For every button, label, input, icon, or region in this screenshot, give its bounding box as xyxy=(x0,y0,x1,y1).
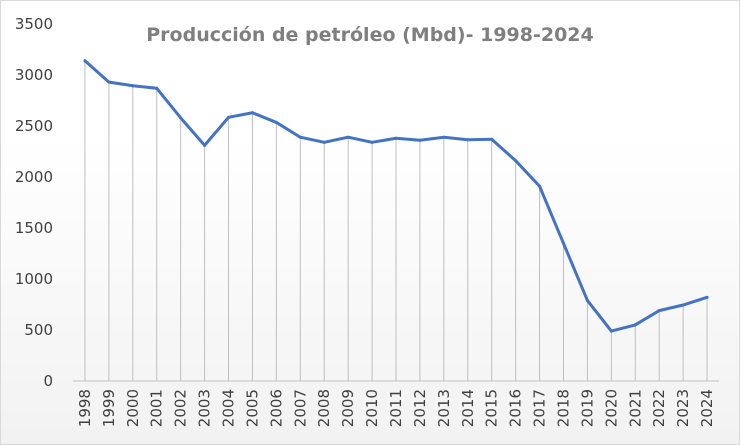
data-point xyxy=(538,184,542,188)
x-tick-label: 2021 xyxy=(626,389,644,427)
drop-lines xyxy=(84,60,708,381)
data-point xyxy=(633,323,637,327)
y-tick-label: 1000 xyxy=(15,270,53,288)
x-tick-label: 2000 xyxy=(124,389,142,427)
x-tick-label: 2006 xyxy=(267,389,285,427)
data-point xyxy=(490,137,494,141)
x-axis: 1998 1999 2000 2001 2002 2003 2004 2005 2006 2007… xyxy=(76,389,716,427)
data-point xyxy=(657,309,661,313)
y-tick-label: 3000 xyxy=(15,66,53,84)
data-point xyxy=(418,138,422,142)
data-point xyxy=(227,115,231,119)
data-point xyxy=(514,159,518,163)
series-group xyxy=(83,59,709,333)
x-tick-label: 2011 xyxy=(387,389,405,427)
data-point xyxy=(322,140,326,144)
data-point xyxy=(131,84,135,88)
data-point xyxy=(274,120,278,124)
x-tick-label: 2012 xyxy=(411,389,429,427)
data-point xyxy=(107,80,111,84)
data-point xyxy=(705,295,709,299)
data-point xyxy=(561,241,565,245)
y-tick-label: 2000 xyxy=(15,168,53,186)
x-tick-label: 2010 xyxy=(363,389,381,427)
x-tick-label: 2004 xyxy=(220,389,238,427)
data-point xyxy=(298,135,302,139)
x-tick-label: 2013 xyxy=(435,389,453,427)
y-tick-label: 3500 xyxy=(15,15,53,33)
data-point xyxy=(155,86,159,90)
x-tick-label: 2020 xyxy=(602,389,620,427)
x-tick-label: 2008 xyxy=(315,389,333,427)
x-tick-label: 2018 xyxy=(554,389,572,427)
x-tick-label: 2005 xyxy=(243,389,261,427)
y-tick-label: 2500 xyxy=(15,117,53,135)
data-point xyxy=(179,116,183,120)
x-tick-label: 2007 xyxy=(291,389,309,427)
data-point xyxy=(250,111,254,115)
x-tick-label: 1999 xyxy=(100,389,118,427)
y-tick-label: 1500 xyxy=(15,219,53,237)
x-tick-label: 2014 xyxy=(459,389,477,427)
chart-title: Producción de petróleo (Mbd)- 1998-2024 xyxy=(146,24,594,46)
y-tick-label: 500 xyxy=(24,321,53,339)
x-tick-label: 2002 xyxy=(172,389,190,427)
x-tick-label: 2023 xyxy=(674,389,692,427)
x-tick-label: 2009 xyxy=(339,389,357,427)
data-point xyxy=(442,135,446,139)
x-tick-label: 2001 xyxy=(148,389,166,427)
data-point xyxy=(609,329,613,333)
x-tick-label: 2015 xyxy=(483,389,501,427)
x-tick-label: 2017 xyxy=(531,389,549,427)
data-point xyxy=(83,59,87,63)
x-tick-label: 2019 xyxy=(578,389,596,427)
data-point xyxy=(370,140,374,144)
x-tick-label: 1998 xyxy=(76,389,94,427)
y-axis: 0 500 1000 1500 2000 2500 3000 3500 xyxy=(15,15,53,390)
data-point xyxy=(585,298,589,302)
x-tick-label: 2003 xyxy=(196,389,214,427)
y-tick-label: 0 xyxy=(43,372,53,390)
data-point xyxy=(394,136,398,140)
data-point xyxy=(346,135,350,139)
x-tick-label: 2022 xyxy=(650,389,668,427)
data-point xyxy=(203,143,207,147)
data-point xyxy=(681,303,685,307)
x-tick-label: 2024 xyxy=(698,389,716,427)
data-point xyxy=(466,138,470,142)
x-tick-label: 2016 xyxy=(507,389,525,427)
